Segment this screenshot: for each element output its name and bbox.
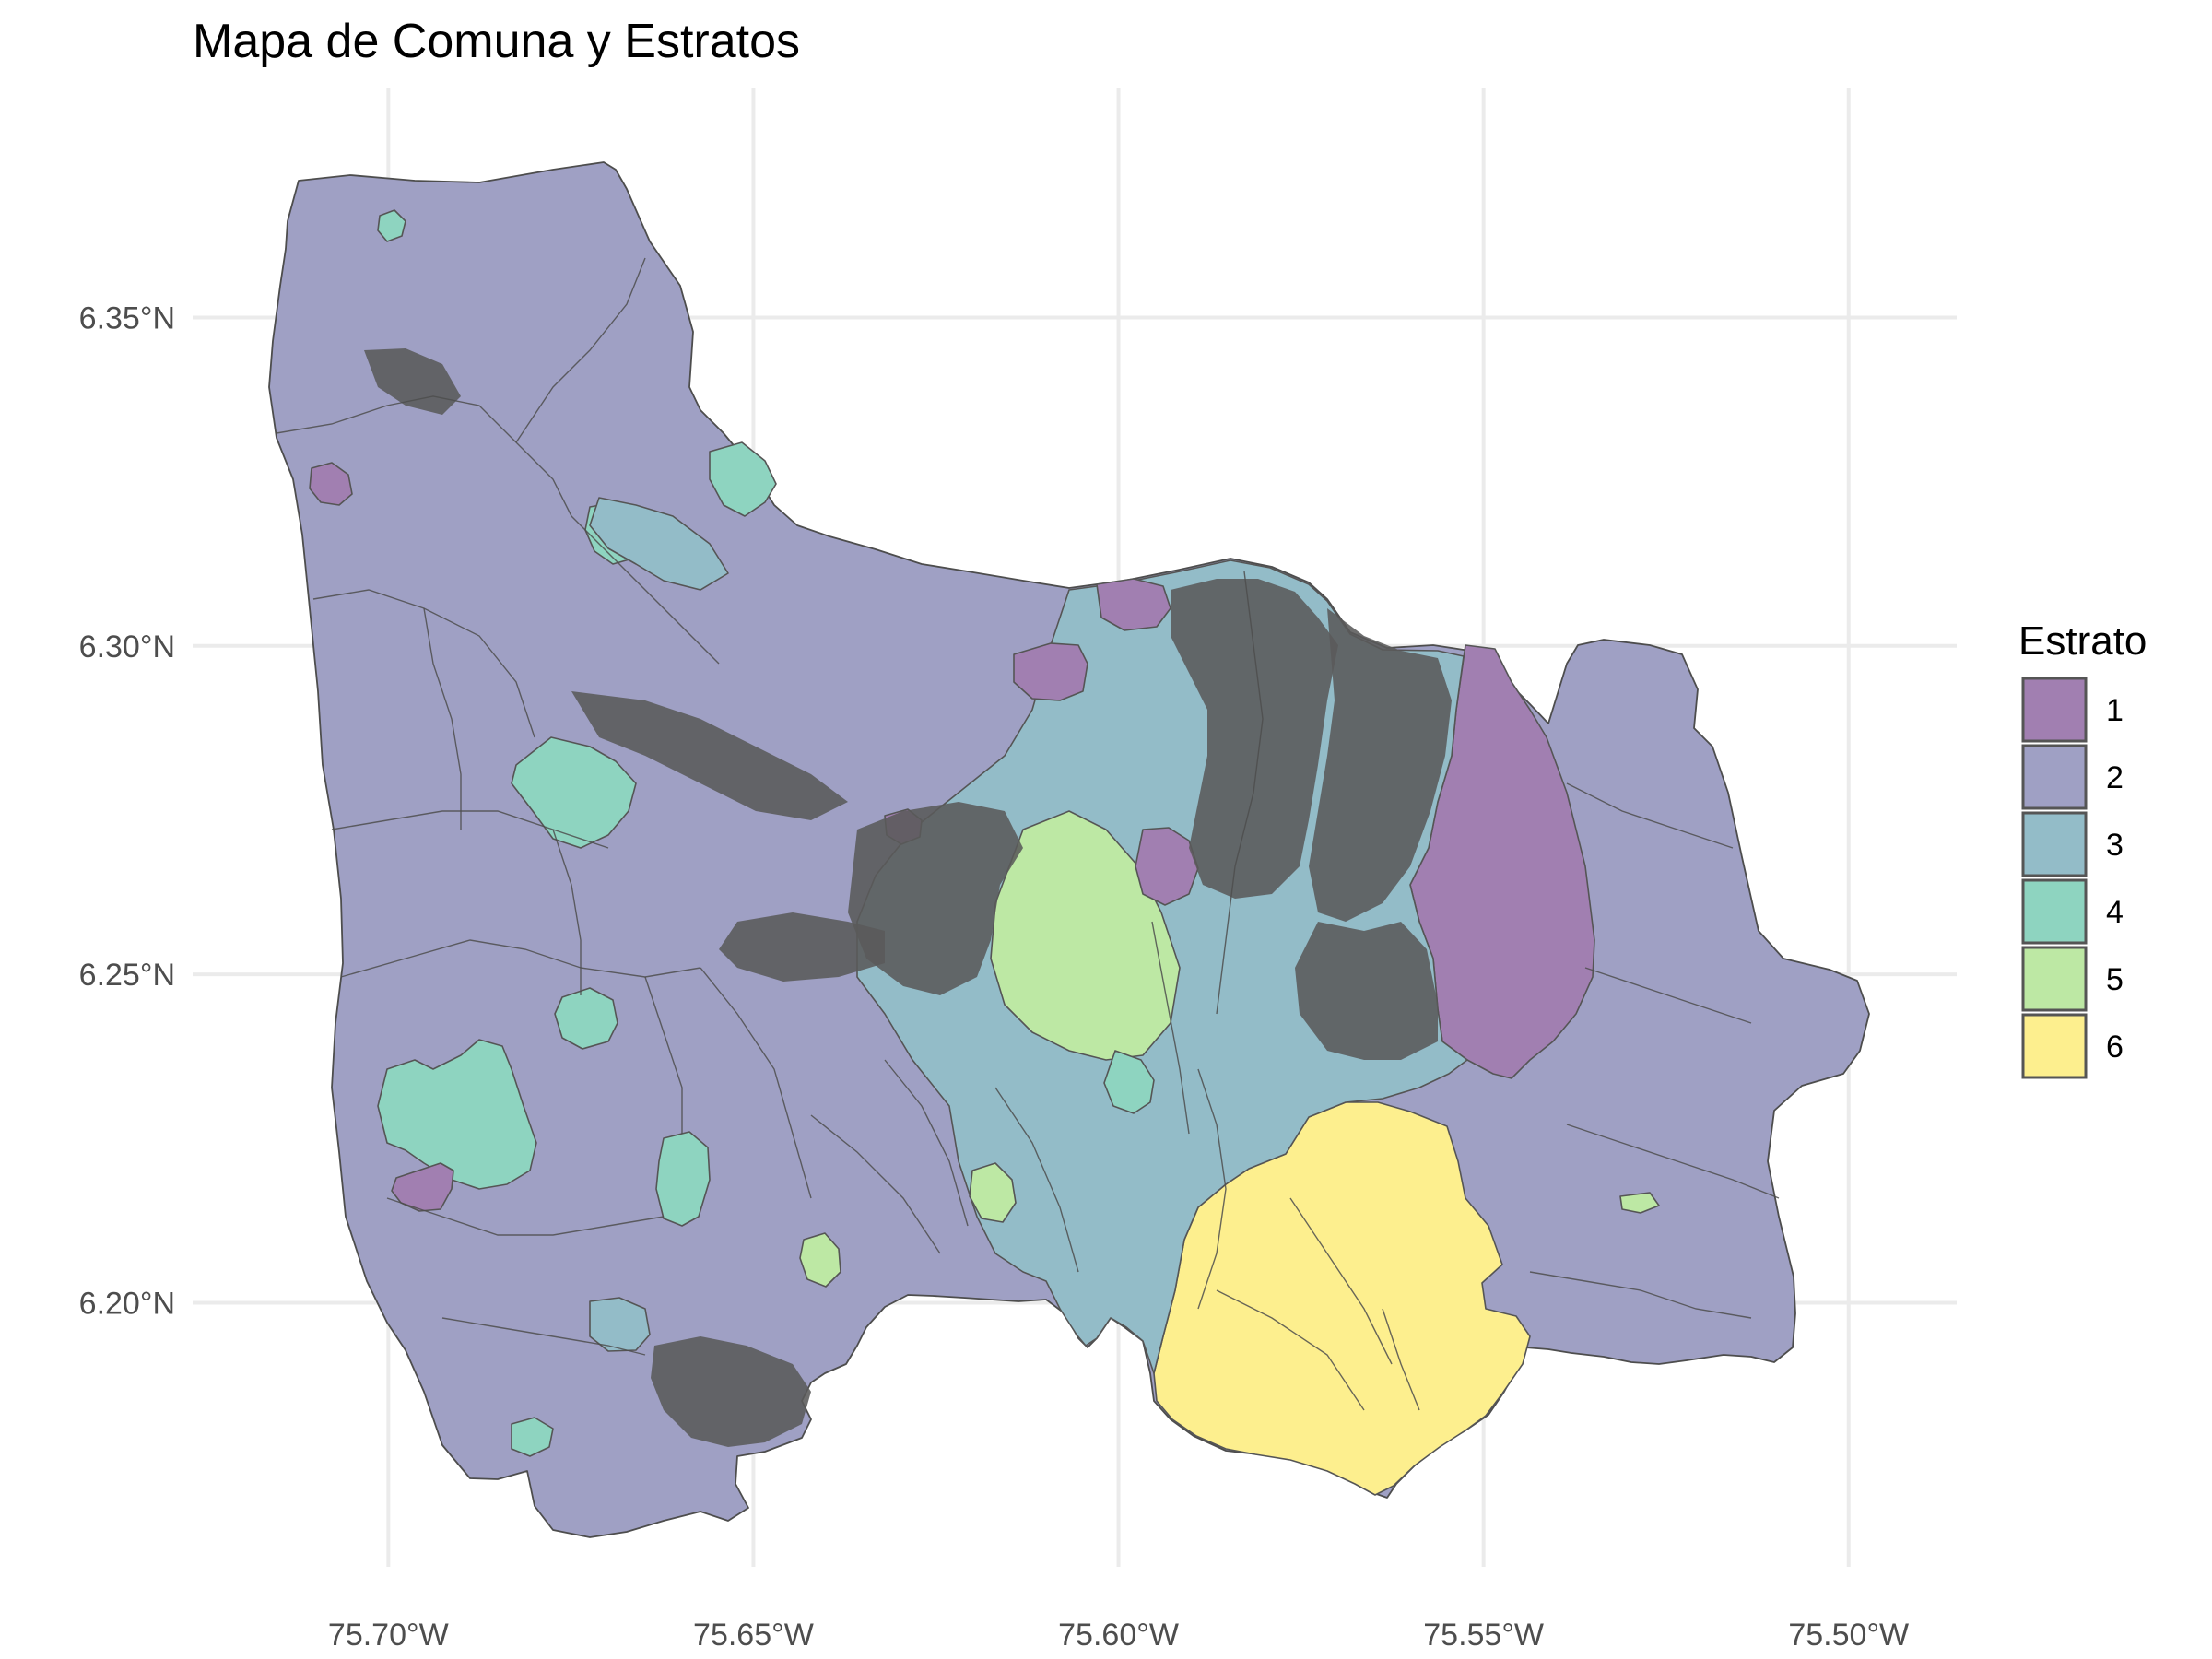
y-tick-label: 6.20°N [79, 1286, 175, 1321]
estrato-4-zone-southwest-2 [655, 1131, 711, 1227]
map-layer [268, 161, 1870, 1538]
dense-urban-west [848, 802, 1023, 995]
x-tick-label: 75.70°W [328, 1618, 449, 1653]
legend-key-estrato-5 [2021, 946, 2088, 1012]
estrato-1-zone-north-edge [1096, 578, 1171, 631]
dense-urban-northeast [1309, 608, 1452, 922]
estrato-1-zone-northwest [309, 462, 353, 506]
legend-label-estrato-5: 5 [2106, 962, 2124, 997]
dense-urban-east [1295, 922, 1438, 1060]
x-tick-label: 75.55°W [1423, 1618, 1544, 1653]
estrato-5-zone-west-center [990, 810, 1181, 1061]
estrato-5-zone-south [799, 1232, 841, 1288]
estrato-3-zone-north [589, 497, 729, 591]
legend-key-estrato-1 [2021, 677, 2088, 743]
y-axis-tick-labels: 6.35°N 6.30°N 6.25°N 6.20°N [79, 300, 175, 1321]
legend-entries: 1 2 3 4 5 6 [2021, 677, 2124, 1079]
legend-label-estrato-4: 4 [2106, 895, 2124, 930]
legend-label-estrato-3: 3 [2106, 828, 2124, 863]
legend-key-estrato-4 [2021, 878, 2088, 945]
y-tick-label: 6.35°N [79, 300, 175, 335]
x-tick-label: 75.65°W [693, 1618, 814, 1653]
legend-title: Estrato [2018, 618, 2147, 664]
dense-urban-north [1171, 579, 1338, 899]
y-tick-label: 6.25°N [79, 958, 175, 993]
dense-urban-southwest [651, 1336, 811, 1447]
estrato-3-zone-south-west [589, 1297, 651, 1352]
estrato-4-zone-northwest [709, 441, 777, 517]
x-tick-label: 75.60°W [1058, 1618, 1179, 1653]
estrato-4-zone-southeast [1103, 1050, 1155, 1114]
legend: Estrato 1 2 3 4 5 6 [2018, 618, 2147, 1079]
estrato-1-zone-north-center [1013, 642, 1088, 701]
estrato-5-zone-far-east [1619, 1192, 1660, 1214]
estrato-4-zone-south [511, 1417, 554, 1457]
y-tick-label: 6.30°N [79, 629, 175, 665]
dense-urban-northwest [571, 691, 848, 820]
comuna-boundaries [276, 257, 1780, 1411]
legend-key-estrato-2 [2021, 744, 2088, 810]
legend-label-estrato-2: 2 [2106, 760, 2124, 795]
legend-key-estrato-6 [2021, 1013, 2088, 1079]
map-title: Mapa de Comuna y Estratos [193, 15, 800, 68]
legend-key-estrato-3 [2021, 811, 2088, 877]
legend-label-estrato-1: 1 [2106, 693, 2124, 728]
x-axis-tick-labels: 75.70°W 75.65°W 75.60°W 75.55°W 75.50°W [328, 1618, 1909, 1653]
dense-urban-west-corridor [719, 912, 885, 982]
estrato-1-zone-center [1135, 827, 1199, 906]
x-tick-label: 75.50°W [1788, 1618, 1909, 1653]
estrato-5-zone-south-2 [969, 1162, 1017, 1223]
estrato-4-zone-west [511, 736, 637, 849]
estrato-4-zone-far-north [377, 209, 406, 242]
legend-label-estrato-6: 6 [2106, 1030, 2124, 1065]
estrato-4-zone-center-west [554, 987, 618, 1050]
dense-urban-far-north [364, 348, 461, 415]
estrato-1-zone-southwest [391, 1162, 454, 1212]
estrato-4-zone-southwest [377, 1039, 537, 1190]
